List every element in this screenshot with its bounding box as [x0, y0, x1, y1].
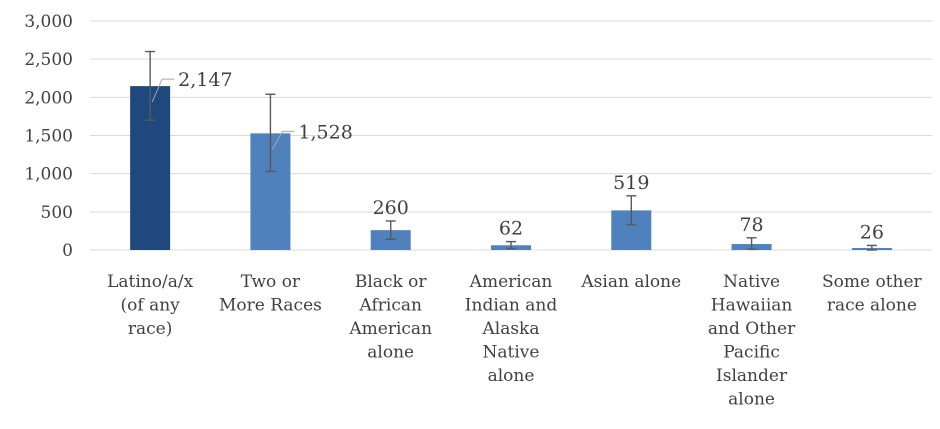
x-tick-label: Islander [716, 366, 788, 386]
x-tick-label: Two or [241, 272, 301, 292]
x-tick-label: race alone [827, 296, 917, 316]
x-tick-label: and Other [708, 319, 796, 339]
x-tick-label: race) [128, 319, 172, 339]
y-tick-label: 1,000 [24, 165, 73, 185]
data-label-leader [151, 78, 175, 103]
x-tick-label: Latino/a/x [107, 272, 193, 292]
x-tick-label: Asian alone [580, 272, 681, 292]
y-tick-label: 3,000 [24, 12, 73, 32]
error-bars [145, 50, 877, 251]
x-tick-label: Pacific [723, 343, 780, 363]
data-label: 519 [613, 172, 649, 194]
data-label: 260 [373, 197, 409, 219]
data-label: 1,528 [298, 121, 352, 143]
y-axis-tick-labels: 0 500 1,000 1,500 2,000 2,500 3,000 [24, 12, 73, 261]
data-label: 2,147 [178, 69, 232, 91]
data-label: 62 [499, 218, 523, 240]
y-tick-label: 2,000 [24, 88, 73, 108]
x-tick-label: Native [483, 343, 540, 363]
x-tick-label: Indian and [465, 296, 558, 316]
data-label: 78 [739, 214, 763, 236]
x-tick-label: alone [488, 366, 535, 386]
x-tick-label: American [469, 272, 553, 292]
x-tick-label: Alaska [481, 319, 539, 339]
x-tick-label: American [348, 319, 432, 339]
x-tick-label: (of any [121, 296, 181, 316]
y-tick-label: 500 [41, 203, 73, 223]
x-tick-label: Some other [822, 272, 923, 292]
bar [370, 230, 411, 250]
x-tick-label: Hawaiian [711, 296, 793, 316]
y-tick-label: 2,500 [24, 50, 73, 70]
x-tick-label: Native [723, 272, 780, 292]
data-label-leader [271, 130, 295, 150]
data-labels: 2,147 1,528 260 62 519 78 26 [151, 69, 884, 243]
x-tick-label: alone [367, 343, 414, 363]
x-tick-label: African [358, 296, 421, 316]
x-tick-label: More Races [219, 296, 322, 316]
y-tick-label: 1,500 [24, 127, 73, 147]
gridlines [90, 20, 932, 251]
y-tick-label: 0 [62, 241, 73, 261]
x-axis-tick-labels: Latino/a/x (of any race) Two or More Races Bl… [107, 272, 922, 410]
data-label: 26 [860, 221, 884, 243]
x-tick-label: Black or [355, 272, 428, 292]
x-tick-label: alone [728, 390, 775, 410]
